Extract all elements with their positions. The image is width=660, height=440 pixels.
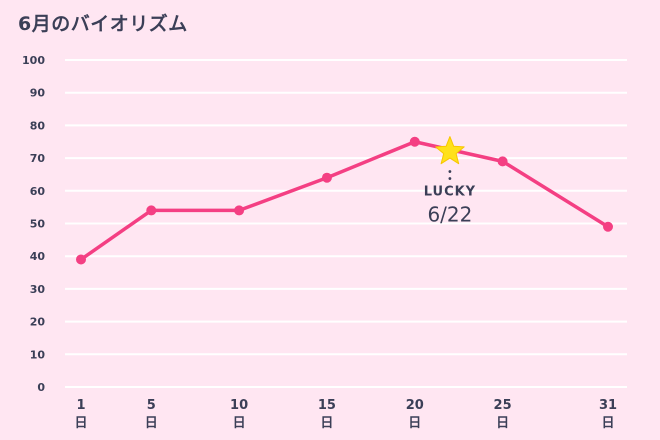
x-tick-label: 20 [406,398,424,413]
data-point [603,221,613,232]
y-tick-label: 0 [37,381,45,394]
data-point [146,205,157,216]
y-tick-label: 40 [30,250,46,263]
y-tick-label: 30 [30,283,46,296]
x-tick-sublabel: 日 [408,416,421,431]
x-tick-sublabel: 日 [496,416,509,431]
x-tick-label: 31 [599,398,617,413]
data-point [497,156,508,167]
x-tick-label: 10 [230,398,248,413]
lucky-date: 6/22 [427,203,472,227]
y-tick-label: 70 [30,152,46,165]
y-tick-label: 50 [30,218,46,231]
y-tick-label: 100 [22,54,45,67]
series-line [79,140,610,262]
lucky-label: LUCKY [424,185,476,200]
data-point [409,136,420,147]
x-tick-label: 25 [494,398,512,413]
y-tick-label: 20 [30,316,46,329]
y-tick-label: 60 [30,185,46,198]
x-tick-label: 1 [76,398,85,413]
lucky-leader-dot [448,177,452,180]
chart-title: 6月のバイオリズム [18,13,188,35]
y-tick-label: 90 [30,87,46,100]
x-tick-sublabel: 日 [233,416,246,431]
x-tick-label: 15 [318,398,336,413]
data-point [321,172,332,183]
data-point [234,205,245,216]
x-tick-label: 5 [147,398,156,413]
lucky-leader-dot [448,170,452,173]
y-tick-label: 80 [30,119,46,132]
x-tick-sublabel: 日 [601,416,614,431]
data-point [76,254,86,265]
y-tick-label: 10 [30,348,46,361]
x-tick-sublabel: 日 [320,416,333,431]
lucky-star-icon [435,136,465,165]
x-tick-sublabel: 日 [74,416,87,431]
x-tick-sublabel: 日 [145,416,158,431]
